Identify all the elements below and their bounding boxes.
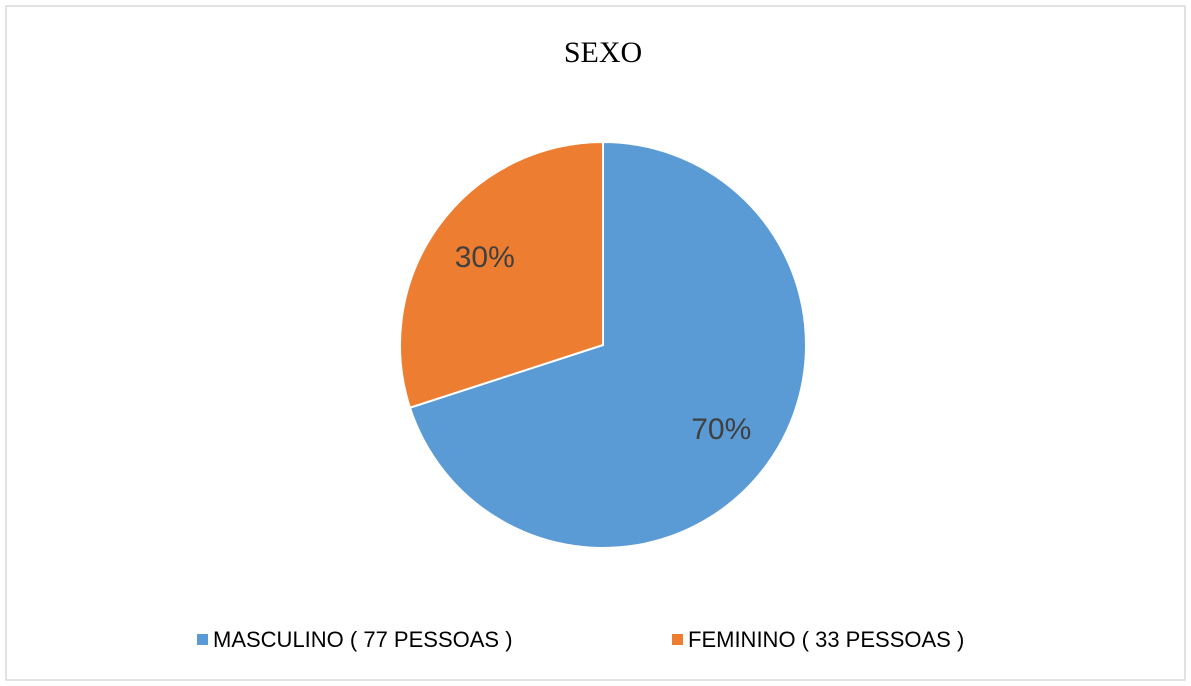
data-label: 70% bbox=[691, 413, 751, 446]
legend-swatch bbox=[197, 634, 208, 645]
legend-swatch bbox=[672, 634, 683, 645]
chart-title: SEXO bbox=[564, 36, 642, 69]
legend-label: FEMININO ( 33 PESSOAS ) bbox=[688, 627, 964, 652]
legend-label: MASCULINO ( 77 PESSOAS ) bbox=[213, 627, 513, 652]
pie-slice bbox=[408, 140, 807, 549]
data-label: 30% bbox=[455, 241, 515, 274]
pie-slice bbox=[399, 140, 604, 409]
